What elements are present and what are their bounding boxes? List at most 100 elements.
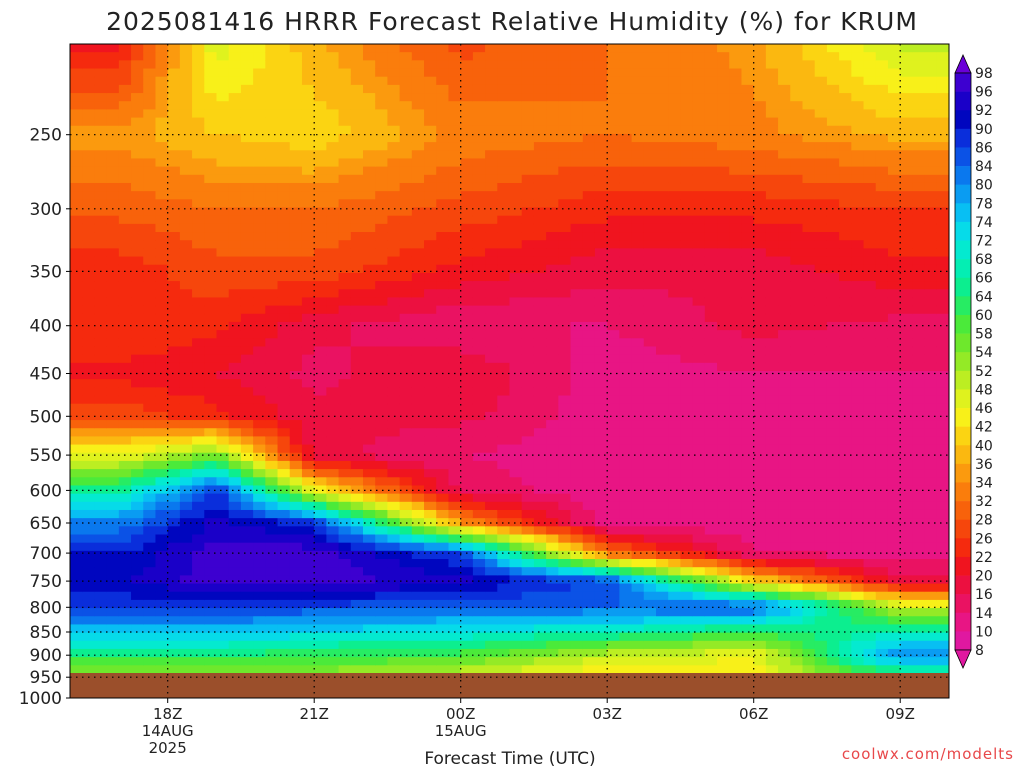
rh-cell (619, 281, 633, 290)
rh-cell (570, 485, 584, 495)
rh-cell (619, 608, 633, 617)
rh-cell (778, 109, 791, 119)
rh-cell (228, 591, 242, 601)
rh-cell (436, 452, 450, 462)
rh-cell (582, 330, 596, 339)
rh-cell (375, 559, 389, 568)
rh-cell (338, 436, 352, 446)
rh-cell (521, 648, 535, 658)
rh-cell (631, 142, 645, 151)
rh-cell (546, 289, 559, 299)
rh-cell (778, 330, 791, 339)
rh-cell (82, 182, 96, 192)
rh-cell (253, 60, 266, 70)
rh-cell (790, 84, 804, 94)
rh-cell (497, 452, 511, 462)
rh-cell (204, 313, 218, 323)
rh-cell (216, 305, 230, 315)
rh-cell (228, 542, 242, 552)
rh-cell (790, 542, 804, 552)
rh-cell (363, 93, 376, 102)
rh-cell (387, 575, 401, 585)
rh-cell (558, 460, 572, 470)
rh-cell (387, 485, 401, 495)
rh-cell (460, 665, 474, 675)
rh-cell (301, 101, 315, 110)
rh-cell (399, 215, 413, 225)
rh-cell (643, 444, 657, 454)
rh-cell (594, 493, 608, 503)
rh-cell (521, 174, 535, 184)
rh-cell (570, 411, 584, 421)
rh-cell (179, 526, 193, 536)
rh-cell (692, 346, 706, 356)
rh-cell (131, 93, 144, 102)
rh-cell (509, 60, 523, 70)
rh-cell (778, 387, 791, 397)
rh-cell (301, 501, 315, 511)
rh-cell (546, 436, 559, 446)
rh-cell (216, 648, 230, 658)
rh-cell (704, 199, 718, 209)
rh-cell (350, 583, 364, 593)
rh-cell (631, 501, 645, 511)
rh-cell (424, 509, 437, 519)
rh-cell (497, 289, 511, 299)
rh-cell (143, 395, 157, 405)
rh-cell (460, 648, 474, 658)
rh-cell (70, 460, 83, 470)
rh-cell (399, 608, 413, 617)
rh-cell (179, 84, 193, 94)
rh-cell (131, 428, 144, 438)
rh-cell (570, 158, 584, 168)
rh-cell (228, 60, 242, 70)
rh-cell (607, 60, 620, 70)
rh-cell (778, 493, 791, 503)
rh-cell (582, 583, 596, 593)
rh-cell (411, 281, 425, 290)
rh-cell (802, 591, 816, 601)
rh-cell (167, 665, 181, 675)
rh-cell (448, 591, 462, 601)
rh-cell (790, 44, 804, 53)
rh-cell (765, 616, 779, 626)
rh-cell (253, 436, 266, 446)
rh-cell (607, 599, 620, 609)
rh-cell (265, 68, 279, 78)
rh-cell (448, 632, 462, 642)
rh-cell (631, 313, 645, 323)
rh-cell (131, 281, 144, 290)
rh-cell (533, 289, 547, 299)
rh-cell (265, 403, 279, 413)
rh-cell (399, 550, 413, 560)
rh-cell (228, 354, 242, 364)
rh-cell (729, 232, 743, 241)
rh-cell (497, 232, 511, 241)
rh-cell (399, 428, 413, 438)
rh-cell (216, 632, 230, 642)
rh-cell (131, 68, 144, 78)
rh-cell (472, 640, 486, 650)
rh-cell (167, 575, 181, 585)
rh-cell (289, 232, 303, 241)
rh-cell (814, 60, 828, 70)
rh-cell (448, 117, 462, 127)
rh-cell (82, 477, 96, 487)
rh-cell (826, 76, 840, 86)
rh-cell (533, 346, 547, 356)
rh-cell (155, 518, 169, 527)
rh-cell (582, 313, 596, 323)
rh-cell (546, 240, 559, 249)
rh-cell (460, 362, 474, 372)
rh-cell (289, 289, 303, 299)
rh-cell (619, 52, 633, 61)
rh-cell (70, 109, 83, 119)
rh-cell (521, 44, 535, 53)
rh-cell (497, 387, 511, 397)
rh-cell (350, 534, 364, 544)
rh-cell (363, 542, 376, 552)
rh-cell (253, 379, 266, 388)
rh-cell (741, 60, 755, 70)
rh-cell (228, 518, 242, 527)
rh-cell (387, 44, 401, 53)
